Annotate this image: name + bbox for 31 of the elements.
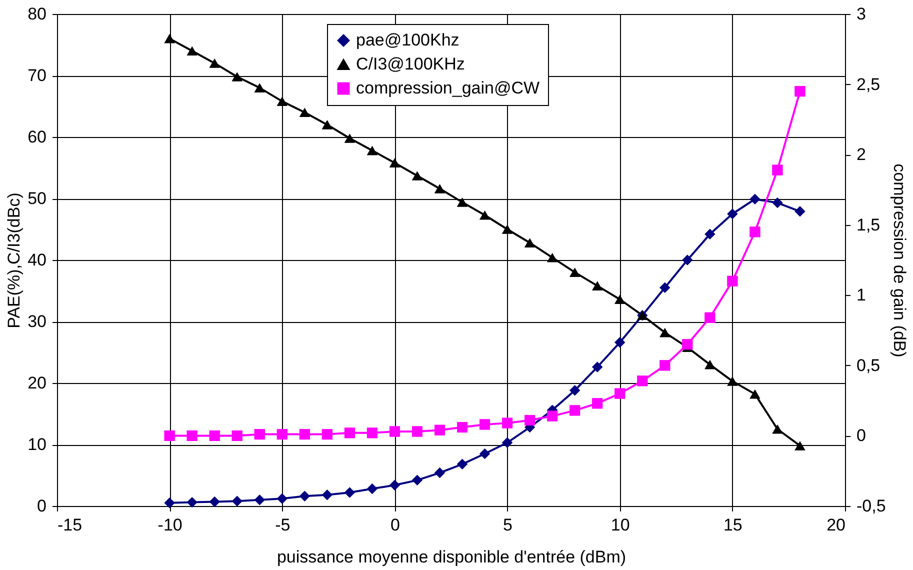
y2-tick-label: 2,5	[856, 74, 880, 94]
y2-tick-label: 0	[856, 426, 866, 446]
y2-axis-title: compression de gain (dB)	[890, 164, 909, 358]
y-tick-label: 0	[37, 496, 46, 516]
y2-tick-label: 3	[856, 4, 866, 24]
legend-label: C/I3@100KHz	[356, 54, 465, 74]
y-tick-label: 80	[28, 4, 46, 24]
legend-label: pae@100Khz	[356, 30, 460, 50]
y-tick-label: 60	[28, 128, 46, 146]
y-tick-label: 10	[28, 435, 46, 454]
x-axis-title: puissance moyenne disponible d'entrée (dBm)	[276, 548, 626, 566]
x-tick-label: 5	[503, 516, 513, 534]
y-axis-title: PAE(%),C/I3(dBc)	[4, 192, 24, 328]
y2-tick-label: 2	[856, 145, 866, 164]
y-tick-label: 20	[28, 374, 46, 392]
y-tick-label: 70	[28, 66, 46, 85]
x-tick-label: -15	[58, 516, 82, 534]
x-tick-label: -5	[275, 516, 290, 534]
x-tick-label: 10	[610, 516, 630, 534]
legend-label: compression_gain@CW	[356, 78, 540, 98]
x-tick-label: -10	[158, 516, 182, 534]
x-tick-label: 0	[390, 516, 400, 534]
x-tick-label: 20	[826, 516, 846, 534]
y2-tick-label: -0,5	[856, 496, 886, 516]
y-tick-label: 50	[28, 189, 46, 208]
y2-tick-label: 1	[856, 286, 866, 305]
x-tick-label: 15	[723, 516, 742, 534]
y2-tick-label: 0,5	[856, 356, 880, 375]
y2-tick-label: 1,5	[856, 215, 880, 234]
y-tick-label: 40	[28, 250, 46, 270]
y-tick-label: 30	[28, 312, 46, 331]
